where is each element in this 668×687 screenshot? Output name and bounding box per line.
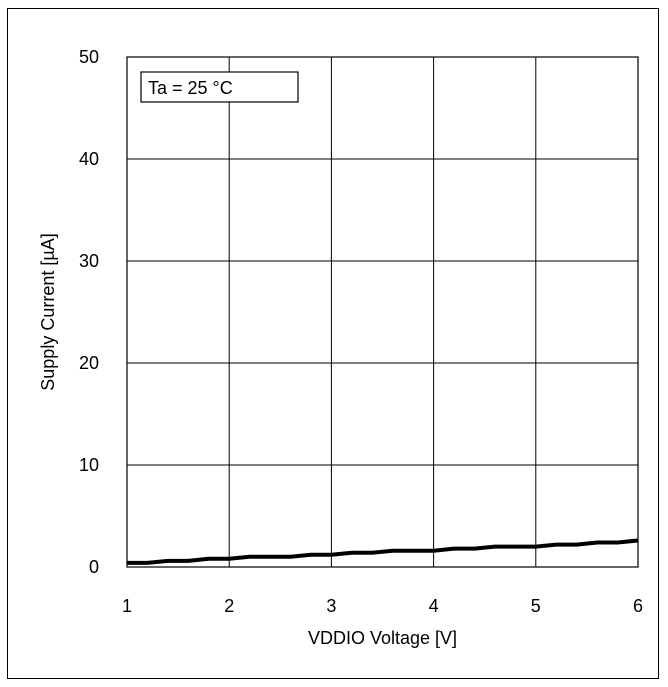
x-tick-label: 3 [326, 596, 336, 616]
y-axis-label: Supply Current [µA] [38, 233, 58, 390]
y-tick-label: 40 [79, 149, 99, 169]
y-tick-label: 50 [79, 47, 99, 67]
grid-lines [126, 56, 639, 568]
y-tick-labels: 0 10 20 30 40 50 [79, 47, 99, 577]
annotation-box: Ta = 25 °C [140, 71, 299, 103]
x-tick-label: 1 [122, 596, 132, 616]
series-layer [127, 538, 639, 565]
x-tick-label: 5 [531, 596, 541, 616]
annotation-text: Ta = 25 °C [148, 78, 233, 98]
y-tick-label: 30 [79, 251, 99, 271]
y-tick-label: 20 [79, 353, 99, 373]
x-tick-label: 2 [224, 596, 234, 616]
plot-area-border [126, 56, 639, 568]
x-axis-label: VDDIO Voltage [V] [308, 628, 457, 648]
y-tick-label: 0 [89, 557, 99, 577]
x-tick-label: 6 [633, 596, 643, 616]
x-tick-labels: 1 2 3 4 5 6 [122, 596, 643, 616]
y-tick-label: 10 [79, 455, 99, 475]
x-tick-label: 4 [429, 596, 439, 616]
series-line [127, 538, 639, 565]
